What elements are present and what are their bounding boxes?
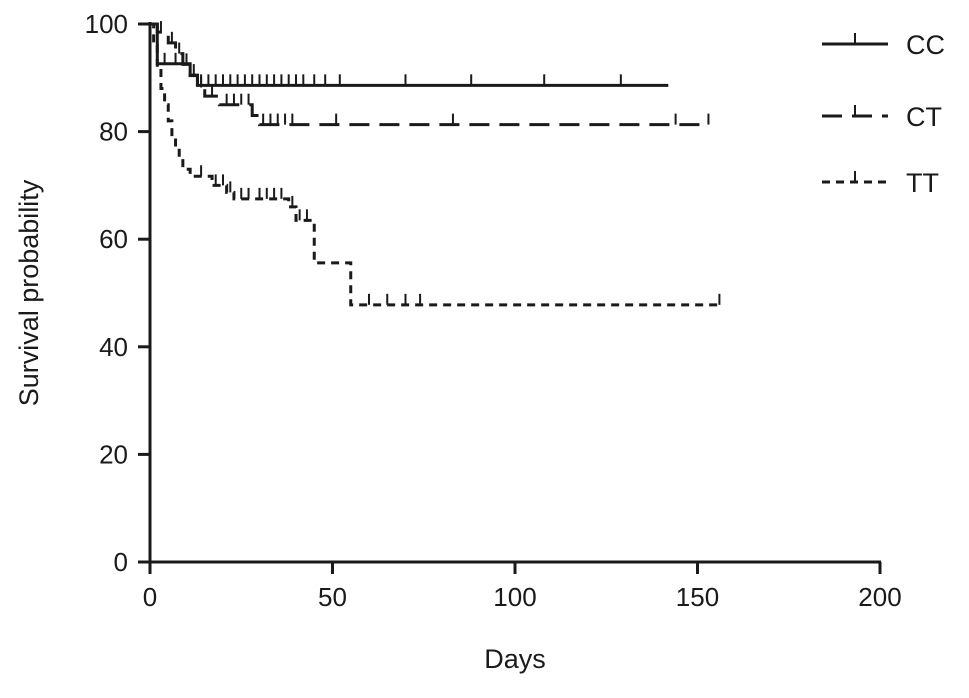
y-tick-label: 0: [114, 547, 128, 577]
y-axis-title: Survival probability: [14, 179, 44, 406]
x-tick-label: 0: [143, 582, 157, 612]
series-line-tt: [150, 22, 720, 307]
y-tick-label: 60: [99, 224, 128, 254]
series-line-ct: [150, 22, 709, 127]
legend-item-cc: CC: [822, 30, 945, 60]
legend-label: CC: [906, 30, 945, 60]
y-tick-label: 40: [99, 332, 128, 362]
y-tick-label: 80: [99, 117, 128, 147]
x-tick-label: 150: [676, 582, 719, 612]
x-axis-title: Days: [484, 644, 546, 674]
ticks: 0 50 100 150 200 0 20 40 60 80 100: [85, 9, 902, 612]
legend-item-tt: TT: [822, 168, 939, 198]
x-tick-label: 50: [318, 582, 347, 612]
series-group: [150, 21, 721, 307]
series-ct: [150, 21, 710, 127]
legend-label: TT: [906, 168, 939, 198]
series-line-cc: [150, 22, 669, 87]
series-tt: [150, 22, 721, 307]
series-cc: [150, 22, 669, 87]
x-tick-label: 100: [493, 582, 536, 612]
x-tick-label: 200: [858, 582, 901, 612]
legend-item-ct: CT: [822, 102, 942, 132]
axes: [148, 22, 881, 564]
legend: CC CT TT: [822, 30, 945, 198]
y-tick-label: 20: [99, 439, 128, 469]
y-tick-label: 100: [85, 9, 128, 39]
legend-label: CT: [906, 102, 942, 132]
